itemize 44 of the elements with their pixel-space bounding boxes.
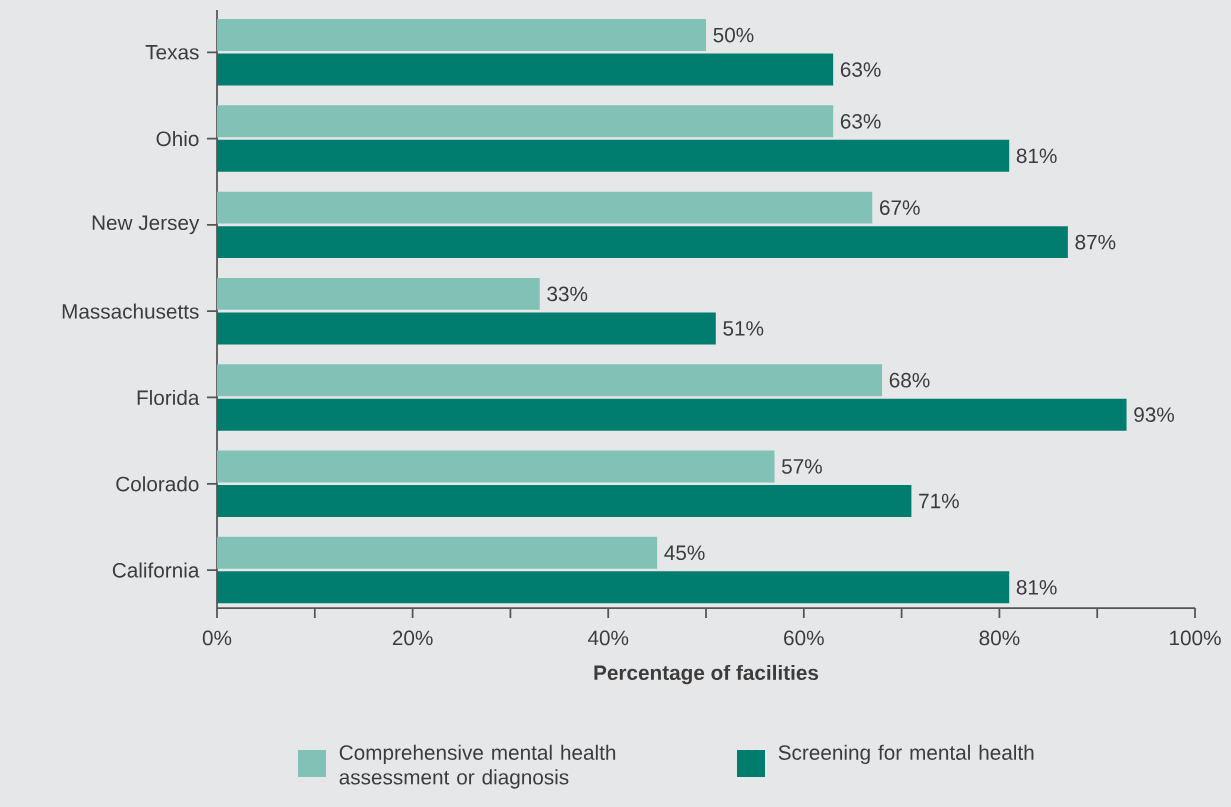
y-tick-label: Colorado [116,476,199,492]
x-tick-label: 40% [587,630,629,646]
data-label: 68% [889,372,930,388]
data-label: 81% [1016,148,1057,164]
data-label: 45% [664,545,705,561]
data-label: 63% [840,62,881,77]
bar [217,226,1068,259]
data-label: 93% [1134,407,1175,423]
x-tick-label: 20% [392,630,433,646]
data-label: 63% [840,113,881,129]
bar [217,105,834,138]
bar [217,536,658,569]
bar [217,139,1010,172]
y-tick-label: Texas [145,45,199,60]
data-label: 81% [1016,579,1057,595]
x-tick-label: 80% [979,630,1020,646]
bar [217,53,834,86]
bar [217,398,1127,431]
legend-label: Comprehensive mental health assessment or diagnosis [339,744,616,789]
y-tick-label: Massachusetts [62,303,199,319]
data-label: 51% [723,321,764,336]
bar [217,364,883,397]
data-label: 87% [1075,234,1116,250]
data-label: 33% [547,286,588,302]
bar [217,485,912,517]
bar [217,191,873,224]
legend-label: Screening for mental health [778,744,1034,765]
data-label: 67% [880,200,920,215]
y-tick-label: Ohio [156,131,199,147]
bar [217,571,1010,604]
x-axis-title: Percentage of facilities [594,664,819,685]
data-label: 71% [919,493,959,509]
x-tick-label: 0% [202,630,232,646]
bar [217,277,540,310]
bar [217,312,716,345]
y-tick-label: New Jersey [92,215,200,235]
y-tick-label: Florida [137,389,200,406]
data-label: 50% [713,27,754,43]
x-tick-label: 60% [784,630,824,646]
bar [217,450,775,483]
bar [217,19,707,51]
x-tick-label: 100% [1170,630,1221,646]
data-label: 57% [782,459,822,474]
y-tick-label: California [112,562,200,578]
